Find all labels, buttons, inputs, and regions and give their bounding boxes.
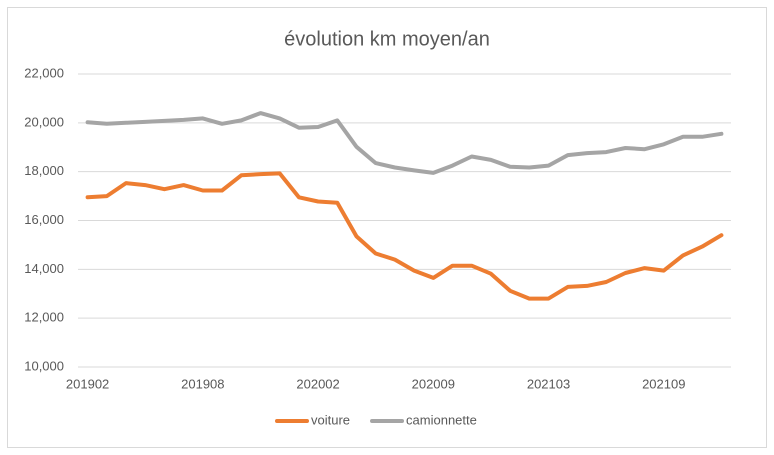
x-tick-label: 201902 (66, 376, 109, 391)
x-tick-label: 202103 (527, 376, 570, 391)
chart-title: évolution km moyen/an (284, 28, 490, 50)
y-tick-label: 12,000 (24, 310, 64, 325)
x-tick-label: 201908 (181, 376, 224, 391)
y-tick-label: 22,000 (24, 65, 64, 80)
x-tick-label: 202002 (296, 376, 339, 391)
legend-label: voiture (311, 412, 350, 427)
y-tick-label: 10,000 (24, 358, 64, 373)
x-tick-label: 202109 (642, 376, 685, 391)
y-tick-label: 14,000 (24, 261, 64, 276)
x-tick-label: 202009 (412, 376, 455, 391)
legend-label: camionnette (406, 412, 477, 427)
line-series (85, 111, 724, 175)
line-series (85, 171, 724, 301)
y-tick-label: 18,000 (24, 163, 64, 178)
chart-border (7, 7, 767, 448)
y-tick-label: 16,000 (24, 212, 64, 227)
y-tick-label: 20,000 (24, 114, 64, 129)
